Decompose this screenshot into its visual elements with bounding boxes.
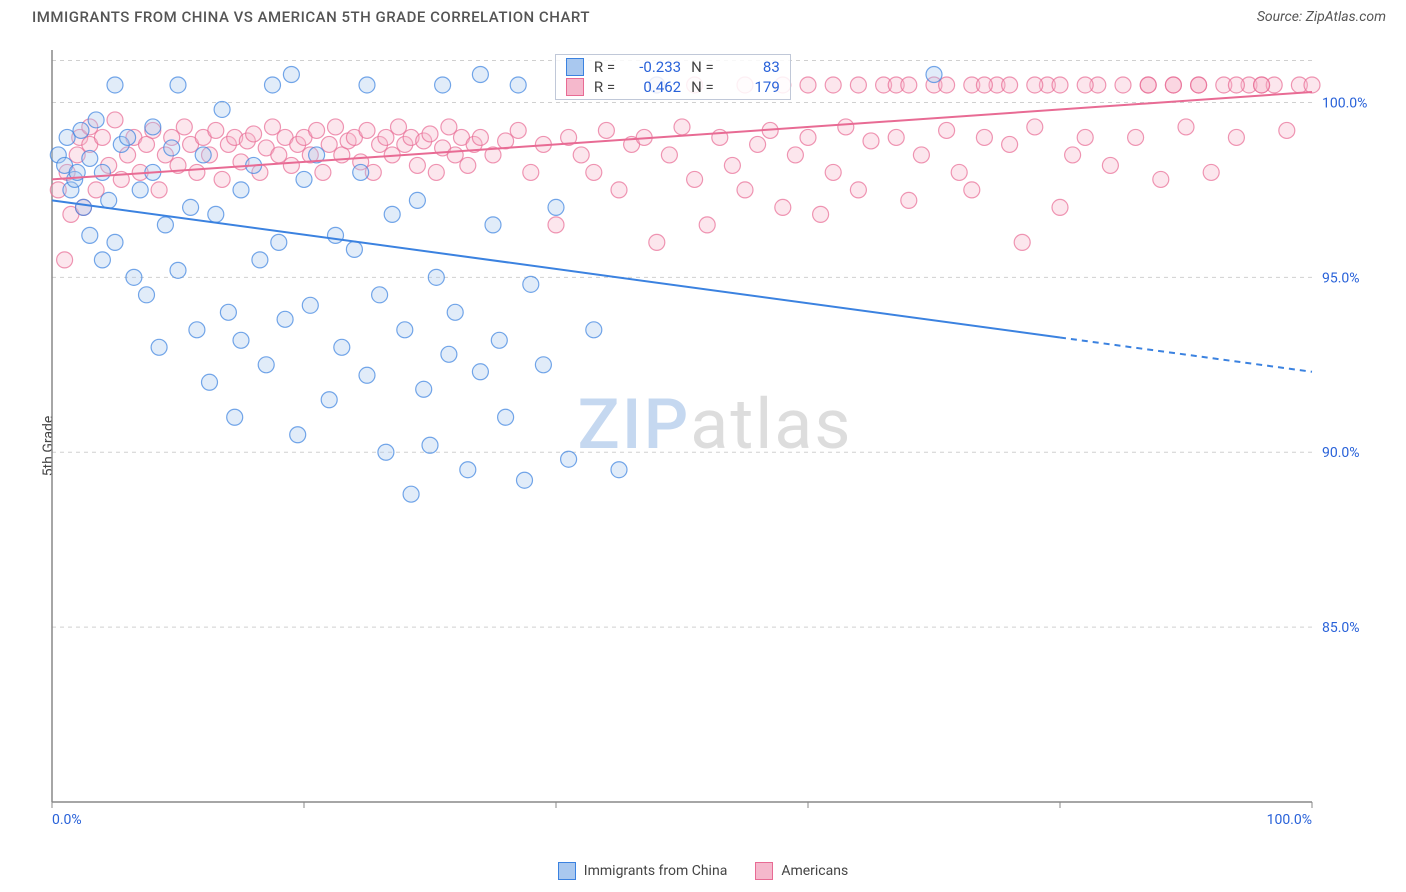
r-value-americans: 0.462 [625, 78, 681, 96]
legend-item-china: Immigrants from China [558, 862, 728, 880]
svg-text:90.0%: 90.0% [1322, 445, 1360, 461]
svg-text:0.0%: 0.0% [52, 812, 82, 828]
n-label: N = [691, 58, 714, 76]
legend-label-americans: Americans [781, 863, 848, 879]
legend-swatch-americans [755, 862, 773, 880]
svg-text:100.0%: 100.0% [1322, 95, 1367, 111]
n-label: N = [691, 78, 714, 96]
bottom-legend: Immigrants from China Americans [0, 862, 1406, 880]
chart-header: IMMIGRANTS FROM CHINA VS AMERICAN 5TH GR… [0, 0, 1406, 34]
n-value-americans: 179 [724, 78, 780, 96]
r-label: R = [594, 78, 615, 96]
correlation-legend: R = -0.233 N = 83 R = 0.462 N = 179 [555, 54, 791, 100]
swatch-china [566, 58, 584, 76]
r-label: R = [594, 58, 615, 76]
chart-source: Source: ZipAtlas.com [1257, 9, 1386, 25]
legend-label-china: Immigrants from China [584, 863, 728, 879]
svg-text:85.0%: 85.0% [1322, 620, 1360, 636]
correlation-row-china: R = -0.233 N = 83 [558, 57, 788, 77]
legend-item-americans: Americans [755, 862, 848, 880]
r-value-china: -0.233 [625, 58, 681, 76]
correlation-row-americans: R = 0.462 N = 179 [558, 77, 788, 97]
swatch-americans [566, 78, 584, 96]
scatter-chart: 85.0% 90.0% 95.0% 100.0% 0.0% 100.0% [48, 50, 1382, 832]
svg-text:95.0%: 95.0% [1322, 270, 1360, 286]
plot-area: 85.0%90.0%95.0%100.0%0.0%100.0% ZIPatlas… [48, 50, 1382, 832]
legend-swatch-china [558, 862, 576, 880]
n-value-china: 83 [724, 58, 780, 76]
svg-text:100.0%: 100.0% [1267, 812, 1312, 828]
chart-title: IMMIGRANTS FROM CHINA VS AMERICAN 5TH GR… [32, 8, 590, 26]
